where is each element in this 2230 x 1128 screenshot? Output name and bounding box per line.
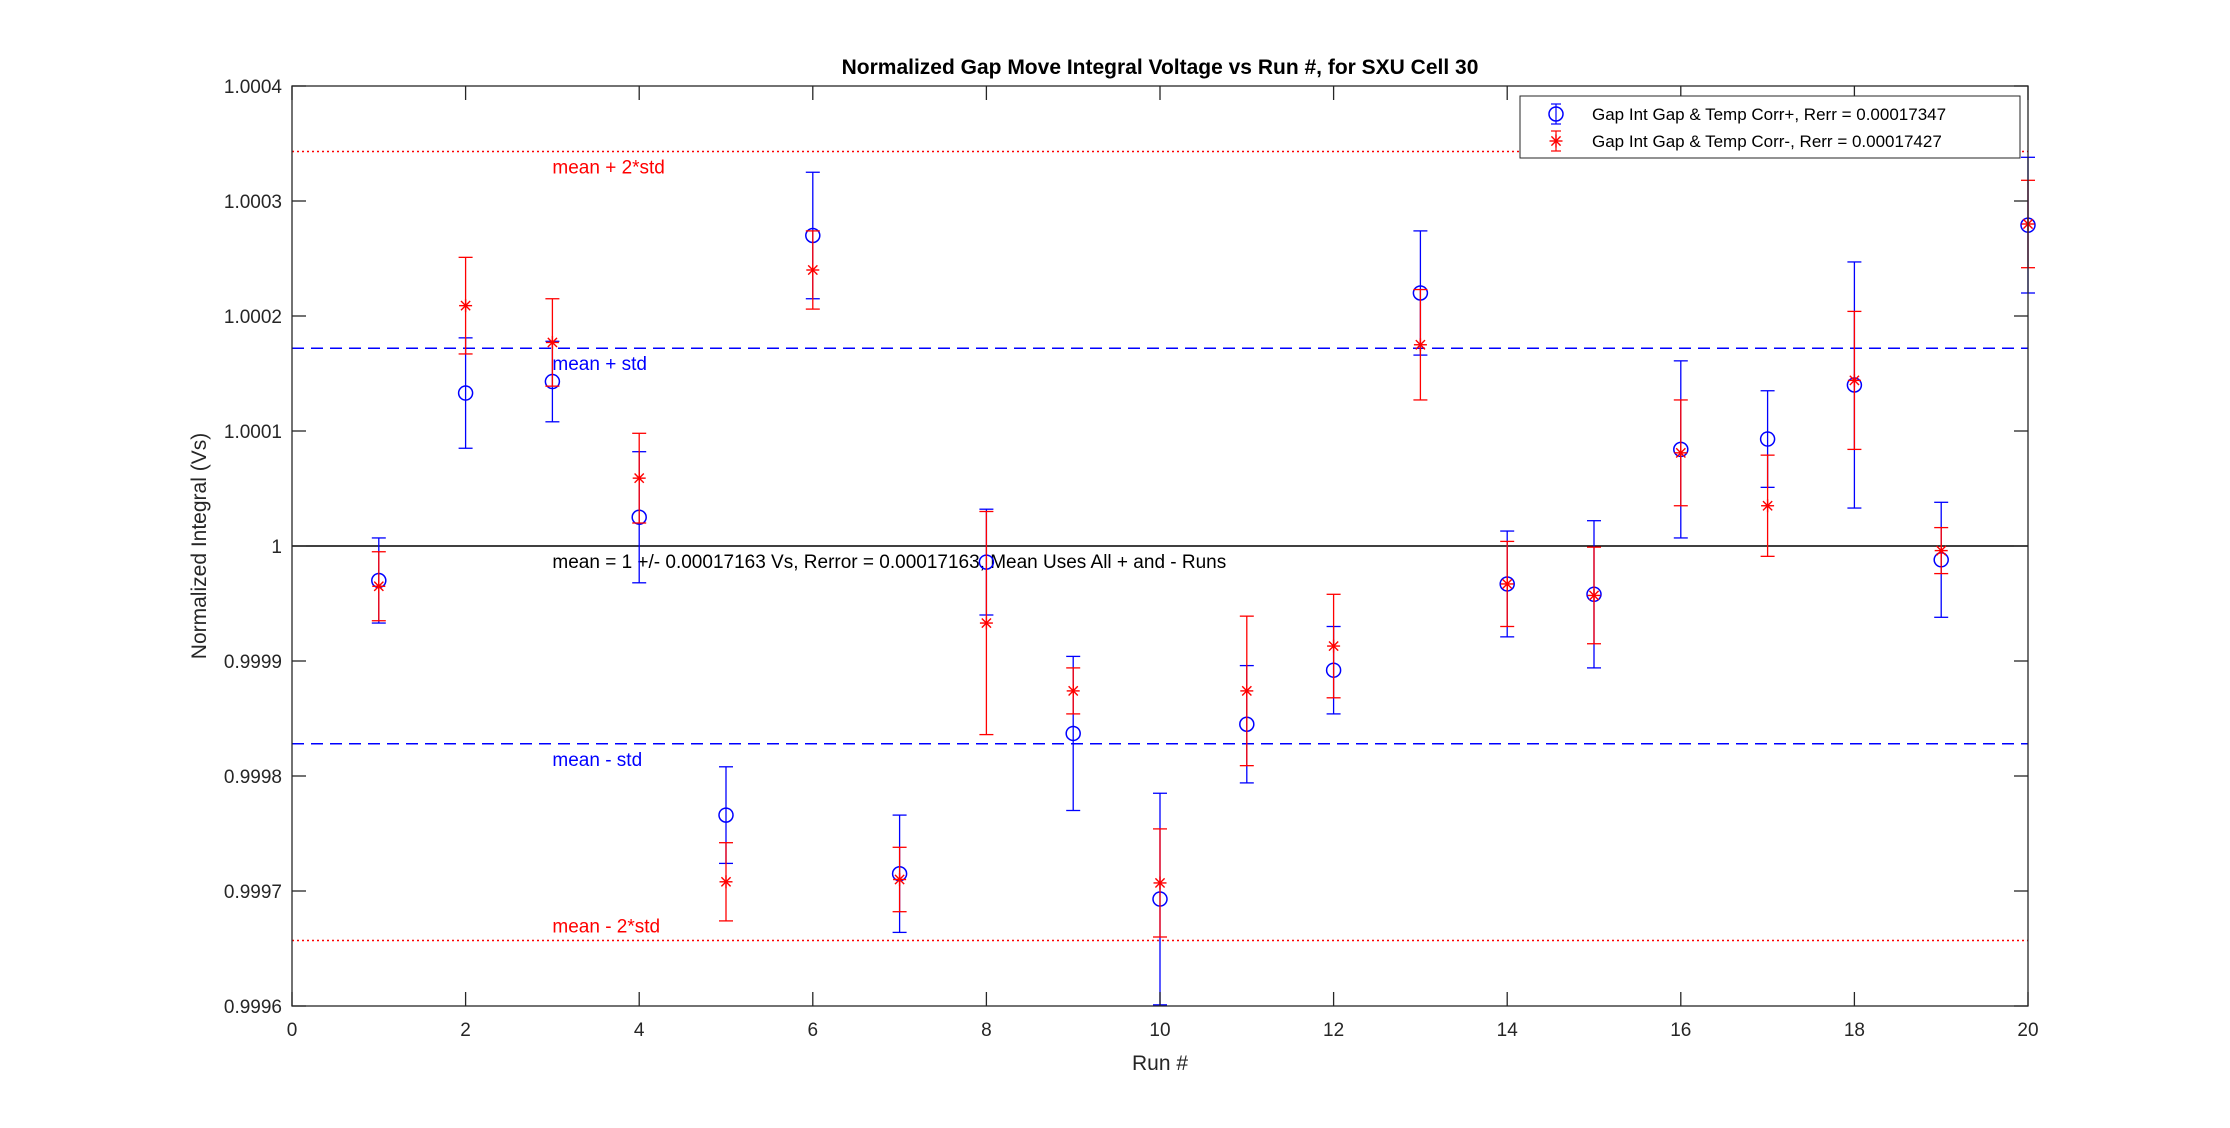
y-tick-label: 0.9999 bbox=[224, 652, 282, 673]
y-tick-label: 1.0004 bbox=[224, 77, 283, 98]
x-axis-label: Run # bbox=[1132, 1052, 1188, 1075]
reference-label-0: mean + 2*std bbox=[552, 158, 665, 179]
data-point-stroke bbox=[1762, 500, 1773, 511]
data-point-stroke bbox=[1241, 685, 1252, 696]
x-tick-label: 2 bbox=[460, 1020, 471, 1041]
y-tick-label: 0.9997 bbox=[224, 882, 282, 903]
data-point-stroke bbox=[720, 876, 732, 887]
y-axis-label: Normalized Integral (Vs) bbox=[188, 433, 211, 659]
data-point bbox=[1847, 373, 1861, 387]
axis-ticks: 0 2 4 6 8 10 12 14 16 18 20 0.9996 0.9997 0.9998 0.999… bbox=[224, 77, 2039, 1041]
x-tick-label: 8 bbox=[981, 1020, 992, 1041]
reference-label-1: mean + std bbox=[552, 354, 647, 375]
data-point bbox=[1065, 725, 1081, 742]
x-tick-label: 10 bbox=[1149, 1020, 1170, 1041]
legend-marker-1-stroke bbox=[1550, 135, 1562, 147]
reference-label-3: mean - std bbox=[552, 750, 642, 771]
legend: Gap Int Gap & Temp Corr+, Rerr = 0.00017… bbox=[1519, 95, 2021, 159]
y-tick-label: 1 bbox=[271, 537, 282, 558]
data-point bbox=[1500, 577, 1514, 591]
data-point-stroke bbox=[894, 874, 905, 885]
y-tick-label: 1.0003 bbox=[224, 192, 282, 213]
data-point bbox=[459, 299, 473, 313]
data-point-stroke bbox=[634, 473, 645, 484]
data-point bbox=[719, 875, 733, 889]
x-tick-label: 12 bbox=[1323, 1020, 1344, 1041]
data-point bbox=[1066, 684, 1080, 698]
x-tick-label: 6 bbox=[808, 1020, 819, 1041]
series-1 bbox=[371, 179, 2035, 938]
data-point bbox=[457, 385, 474, 401]
x-tick-label: 4 bbox=[634, 1020, 645, 1041]
legend-entry-0: Gap Int Gap & Temp Corr+, Rerr = 0.00017… bbox=[1592, 105, 1946, 124]
data-point bbox=[1587, 588, 1601, 602]
data-point-stroke bbox=[1588, 590, 1600, 601]
data-point-stroke bbox=[1328, 640, 1339, 652]
y-tick-label: 1.0002 bbox=[224, 307, 282, 328]
reference-label-4: mean - 2*std bbox=[552, 916, 660, 937]
data-point-stroke bbox=[1502, 578, 1513, 590]
x-tick-label: 16 bbox=[1670, 1020, 1691, 1041]
x-tick-label: 0 bbox=[287, 1020, 298, 1041]
data-point-stroke bbox=[1675, 447, 1686, 458]
data-point-stroke bbox=[1154, 877, 1166, 889]
x-tick-label: 18 bbox=[1844, 1020, 1865, 1041]
data-point-stroke bbox=[1936, 545, 1947, 556]
x-tick-label: 14 bbox=[1497, 1020, 1519, 1041]
data-point bbox=[979, 616, 993, 630]
data-point bbox=[1153, 876, 1167, 890]
y-tick-label: 0.9996 bbox=[224, 997, 282, 1018]
data-point bbox=[372, 579, 386, 593]
data-point-stroke bbox=[1849, 375, 1860, 386]
data-point bbox=[545, 335, 559, 349]
y-tick-label: 1.0001 bbox=[224, 422, 282, 443]
data-point bbox=[1759, 431, 1776, 447]
data-point bbox=[632, 471, 646, 485]
data-point-stroke bbox=[547, 337, 558, 348]
reference-label-2: mean = 1 +/- 0.00017163 Vs, Rerror = 0.0… bbox=[552, 552, 1226, 573]
legend-box bbox=[1519, 95, 2021, 159]
data-point bbox=[1674, 446, 1688, 460]
data-point bbox=[1413, 338, 1427, 352]
legend-entry-1: Gap Int Gap & Temp Corr-, Rerr = 0.00017… bbox=[1592, 132, 1942, 151]
y-tick-label: 0.9998 bbox=[224, 767, 282, 788]
chart-title: Normalized Gap Move Integral Voltage vs … bbox=[842, 56, 1479, 79]
x-tick-label: 20 bbox=[2017, 1020, 2038, 1041]
legend-marker-1 bbox=[1549, 134, 1563, 148]
data-point-stroke bbox=[807, 264, 818, 276]
data-point bbox=[806, 263, 820, 277]
data-point bbox=[893, 873, 907, 886]
data-point-stroke bbox=[1415, 339, 1426, 350]
data-point-stroke bbox=[373, 581, 384, 592]
data-point-stroke bbox=[981, 617, 992, 629]
data-point-stroke bbox=[1068, 685, 1079, 696]
data-point bbox=[1240, 684, 1254, 698]
legend-marker-0 bbox=[1548, 106, 1564, 122]
data-point bbox=[718, 807, 734, 823]
data-point bbox=[1934, 544, 1948, 558]
data-series bbox=[371, 156, 2036, 1006]
data-point bbox=[1761, 499, 1775, 513]
data-point-stroke bbox=[460, 300, 471, 311]
data-point bbox=[1327, 639, 1341, 653]
